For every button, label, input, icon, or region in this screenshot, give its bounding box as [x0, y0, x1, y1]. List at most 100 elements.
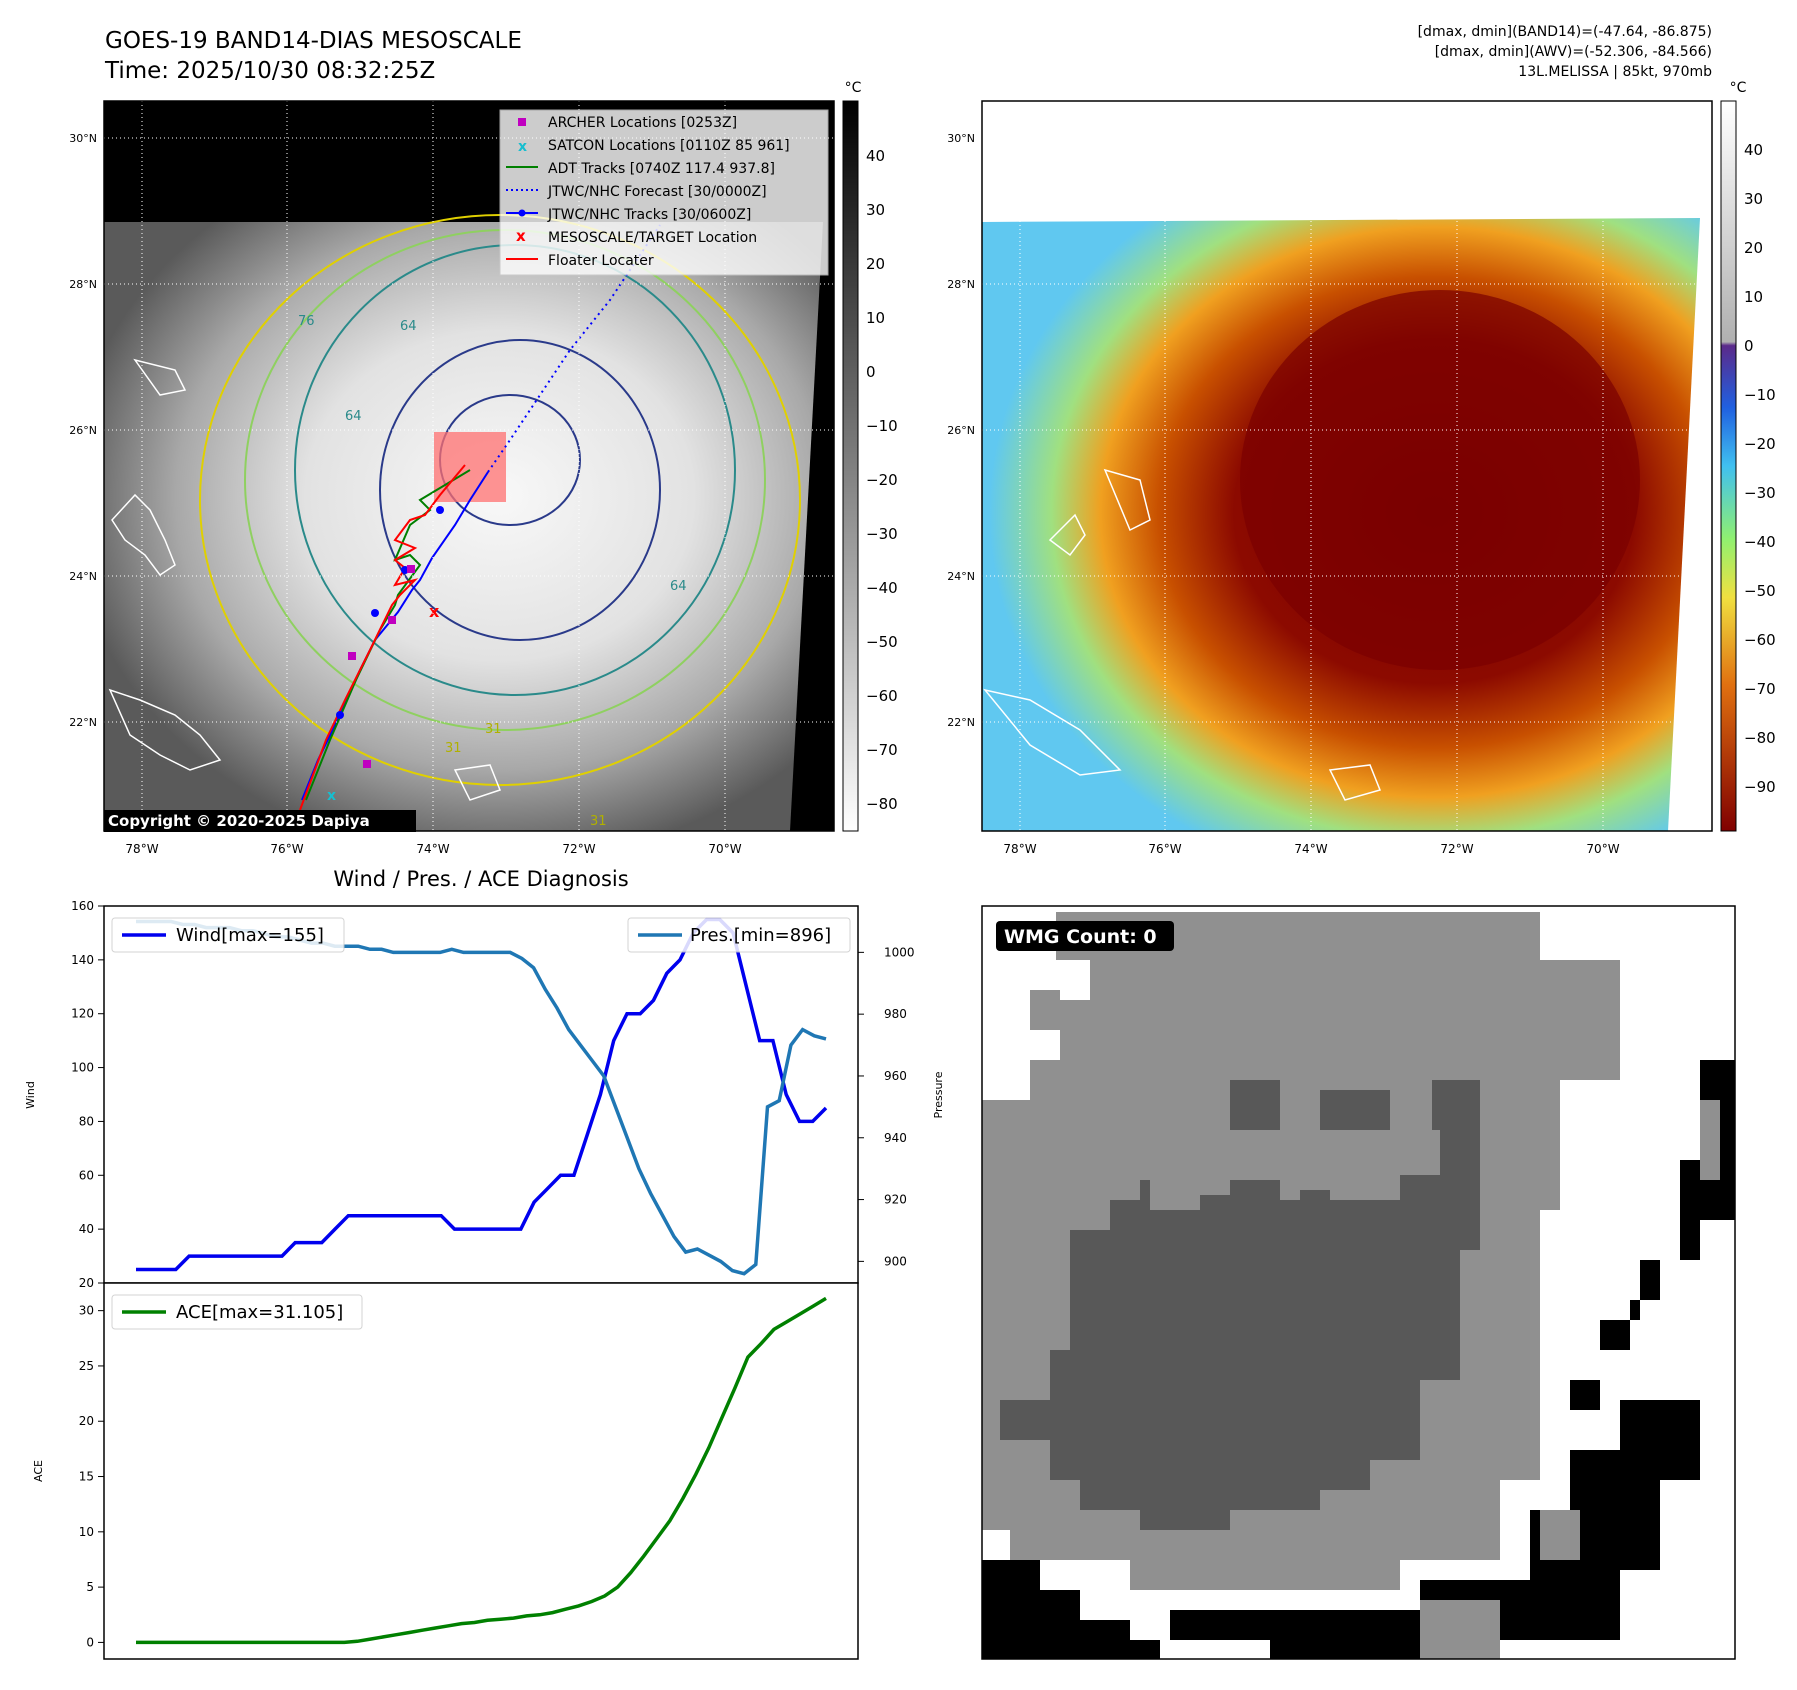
axis-tick-label: 0: [86, 1635, 94, 1649]
colorbar-tick: −40: [1744, 533, 1776, 551]
colorbar-tick: −50: [1744, 582, 1776, 600]
wmg-cell-cluster: [1432, 1080, 1480, 1130]
axis-tick-label: 1000: [884, 945, 915, 959]
dmax-band14: [dmax, dmin](BAND14)=(-47.64, -86.875): [1417, 24, 1712, 40]
awv-coastline: [1328, 764, 1382, 801]
coastline-bahamas: [111, 493, 176, 577]
wmg-count-label: WMG Count: 0: [1004, 926, 1157, 948]
axis-tick-label: 960: [884, 1069, 907, 1083]
wind-axis-ticks: 20 40 60 80 100 120 140 160: [71, 899, 104, 1290]
dmax-awv: [dmax, dmin](AWV)=(-52.306, -84.566): [1434, 44, 1712, 60]
diagnosis-title: Wind / Pres. / ACE Diagnosis: [333, 867, 628, 891]
lat-label: 24°N: [947, 570, 975, 583]
wmg-cell-cluster: [1230, 1080, 1280, 1130]
archer-marker: [407, 565, 415, 573]
pressure-axis-label: Pressure: [932, 1071, 945, 1118]
contour-label: 31: [485, 722, 502, 737]
wind-legend-label: Wind[max=155]: [176, 925, 324, 946]
ir-colorbar: [842, 100, 859, 832]
diagnosis-panel: Wind / Pres. / ACE Diagnosis 20 40 60 80 100…: [24, 867, 945, 1660]
axis-tick-label: 40: [79, 1222, 94, 1236]
colorbar-tick: 30: [866, 201, 885, 219]
floater-box: [434, 432, 506, 502]
copyright-box: [104, 810, 416, 832]
lat-label: 26°N: [947, 424, 975, 437]
lat-label: 30°N: [947, 132, 975, 145]
legend-label: ADT Tracks [0740Z 117.4 937.8]: [548, 161, 775, 177]
ir-colorbar-ticks: 40 30 20 10 0 −10 −20 −30 −40 −50 −60 −7…: [866, 147, 898, 813]
axis-tick-label: 20: [79, 1276, 94, 1290]
wmg-cell-cluster: [1320, 1090, 1390, 1130]
coastline-florida: [133, 358, 187, 396]
lon-label: 76°W: [1148, 842, 1181, 856]
lon-label: 70°W: [1586, 842, 1619, 856]
axis-tick-label: 900: [884, 1254, 907, 1268]
legend-satcon-swatch: x: [518, 139, 527, 155]
wind-legend: Wind[max=155]: [111, 917, 345, 953]
colorbar-tick: −10: [866, 417, 898, 435]
colorbar-tick: −10: [1744, 386, 1776, 404]
lat-label: 30°N: [69, 132, 97, 145]
axis-tick-label: 120: [71, 1007, 94, 1021]
contour-label: 64: [670, 579, 687, 594]
awv-coastline: [983, 688, 1122, 776]
colorbar-tick: −80: [1744, 729, 1776, 747]
awv-gridlines: [982, 101, 1712, 831]
ir-colorbar-unit: °C: [845, 80, 862, 96]
wmg-panel: WMG Count: 0: [981, 905, 1736, 1660]
axis-tick-label: 100: [71, 1061, 94, 1075]
archer-marker: [348, 652, 356, 660]
archer-marker: [363, 760, 371, 768]
colorbar-tick: 30: [1744, 190, 1763, 208]
contour-label: 31: [590, 814, 607, 829]
legend-label: SATCON Locations [0110Z 85 961]: [548, 138, 790, 154]
contour-label: 64: [400, 319, 417, 334]
ace-legend: ACE[max=31.105]: [111, 1294, 363, 1330]
wind-axis-label: Wind: [24, 1081, 37, 1109]
colorbar-tick: 40: [1744, 141, 1763, 159]
ir-map-panel: x x 76 64 64 31 31 64 31 30°N 28°N 26°N …: [69, 80, 897, 856]
colorbar-tick: −30: [866, 525, 898, 543]
colorbar-tick: 20: [866, 255, 885, 273]
legend-label: Floater Locater: [548, 253, 654, 269]
axis-tick-label: 140: [71, 953, 94, 967]
lon-label: 78°W: [125, 842, 158, 856]
ace-series-line: [136, 1296, 827, 1645]
awv-core: [1240, 290, 1640, 670]
colorbar-tick: −80: [866, 795, 898, 813]
coastline-cuba: [108, 688, 222, 771]
contour-navy: [379, 339, 661, 641]
colorbar-tick: 0: [866, 363, 876, 381]
wmg-grey-patch: [1700, 1100, 1720, 1180]
legend-label: ARCHER Locations [0253Z]: [548, 115, 737, 131]
contour-label: 31: [445, 741, 462, 756]
awv-lon-labels: 78°W 76°W 74°W 72°W 70°W: [1003, 842, 1619, 856]
awv-lat-labels: 30°N 28°N 26°N 24°N 22°N: [947, 132, 975, 729]
wmg-black-band: [982, 1560, 1160, 1659]
colorbar-tick: −20: [1744, 435, 1776, 453]
ace-axis-label: ACE: [32, 1460, 45, 1482]
legend-target-swatch: x: [516, 227, 526, 245]
axis-tick-label: 980: [884, 1007, 907, 1021]
colorbar-tick: −90: [1744, 778, 1776, 796]
colorbar-tick: 10: [1744, 288, 1763, 306]
colorbar-tick: 20: [1744, 239, 1763, 257]
archer-marker: [388, 616, 396, 624]
legend-label: JTWC/NHC Tracks [30/0600Z]: [547, 207, 751, 223]
track-point: [371, 609, 379, 617]
chart-time: Time: 2025/10/30 08:32:25Z: [105, 58, 436, 84]
axis-tick-label: 30: [79, 1304, 94, 1318]
map-frame: [103, 100, 835, 832]
colorbar-tick: 40: [866, 147, 885, 165]
wmg-black-band: [1170, 1400, 1700, 1659]
axis-tick-label: 60: [79, 1168, 94, 1182]
axis-tick-label: 80: [79, 1114, 94, 1128]
awv-coastline: [1103, 468, 1151, 532]
pressure-legend-label: Pres.[min=896]: [690, 925, 831, 946]
colorbar-tick: −60: [1744, 631, 1776, 649]
wmg-black-band: [1570, 1060, 1735, 1410]
axis-tick-label: 160: [71, 899, 94, 913]
map-lat-labels: 30°N 28°N 26°N 24°N 22°N: [69, 132, 97, 729]
copyright-text: Copyright © 2020-2025 Dapiya: [108, 812, 370, 830]
